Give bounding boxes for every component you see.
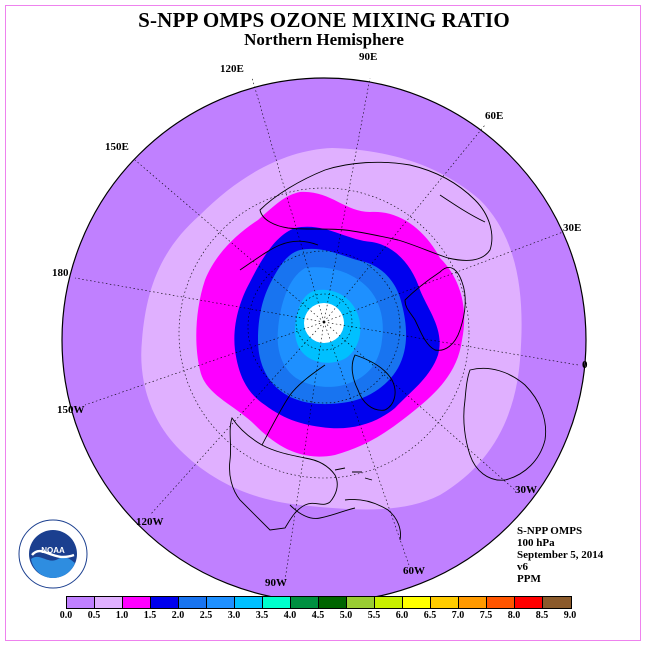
lon-label-30w: 30W (515, 484, 537, 496)
graticule (74, 77, 579, 581)
colorbar-tick-label: 7.0 (451, 610, 465, 621)
lon-label-180: 180 (52, 267, 69, 279)
colorbar-tick-label: 3.5 (255, 610, 269, 621)
colorbar-cell (459, 597, 487, 608)
info-level: 100 hPa (517, 537, 555, 549)
colorbar-cell (319, 597, 347, 608)
lon-label-30e: 30E (563, 222, 582, 234)
lon-label-60w: 60W (403, 565, 425, 577)
lon-label-120w: 120W (136, 516, 164, 528)
colorbar-cell (403, 597, 431, 608)
colorbar-ticks: 0.0 0.5 1.0 1.5 2.0 2.5 3.0 3.5 4.0 4.5 5.0 5.5 6.0 6… (0, 610, 648, 624)
lon-label-150w: 150W (57, 404, 85, 416)
colorbar-tick-label: 0.5 (87, 610, 101, 621)
colorbar-cell (123, 597, 151, 608)
map-subtitle: Northern Hemisphere (244, 30, 404, 49)
colorbar-tick-label: 6.5 (423, 610, 437, 621)
info-units: PPM (517, 573, 541, 585)
colorbar-cell (291, 597, 319, 608)
colorbar-cell (347, 597, 375, 608)
map-title: S-NPP OMPS OZONE MIXING RATIO (138, 8, 510, 32)
colorbar-cell (487, 597, 515, 608)
figure-frame (5, 5, 641, 641)
lon-label-150e: 150E (105, 141, 129, 153)
colorbar-cell (235, 597, 263, 608)
colorbar-tick-label: 1.5 (143, 610, 157, 621)
noaa-logo-text: NOAA (41, 546, 65, 555)
colorbar-cell (151, 597, 179, 608)
colorbar-cell (67, 597, 95, 608)
colorbar-tick-label: 8.0 (507, 610, 521, 621)
lon-label-90w: 90W (265, 577, 287, 589)
colorbar (66, 596, 572, 609)
colorbar-cell (375, 597, 403, 608)
coastlines (229, 161, 547, 541)
info-block: S-NPP OMPS 100 hPa September 5, 2014 v6 … (517, 525, 603, 585)
lon-label-120e: 120E (220, 63, 244, 75)
noaa-logo: NOAA (18, 519, 88, 589)
colorbar-cell (543, 597, 571, 608)
lon-label-0: 0 (582, 359, 588, 371)
lon-label-60e: 60E (485, 110, 504, 122)
info-date: September 5, 2014 (517, 549, 604, 561)
lon-label-90e: 90E (359, 51, 378, 63)
colorbar-tick-label: 2.5 (199, 610, 213, 621)
colorbar-tick-label: 3.0 (227, 610, 241, 621)
colorbar-cell (207, 597, 235, 608)
info-version: v6 (517, 561, 528, 573)
colorbar-tick-label: 2.0 (171, 610, 185, 621)
colorbar-cell (515, 597, 543, 608)
colorbar-tick-label: 8.5 (535, 610, 549, 621)
colorbar-tick-label: 6.0 (395, 610, 409, 621)
info-instrument: S-NPP OMPS (517, 525, 583, 537)
colorbar-tick-label: 5.0 (339, 610, 353, 621)
colorbar-tick-label: 5.5 (367, 610, 381, 621)
colorbar-tick-label: 4.5 (311, 610, 325, 621)
colorbar-cell (95, 597, 123, 608)
colorbar-cell (263, 597, 291, 608)
colorbar-tick-label: 4.0 (283, 610, 297, 621)
colorbar-tick-label: 7.5 (479, 610, 493, 621)
colorbar-cell (431, 597, 459, 608)
colorbar-tick-label: 9.0 (563, 610, 577, 621)
colorbar-tick-label: 0.0 (59, 610, 73, 621)
colorbar-tick-label: 1.0 (115, 610, 129, 621)
colorbar-cell (179, 597, 207, 608)
